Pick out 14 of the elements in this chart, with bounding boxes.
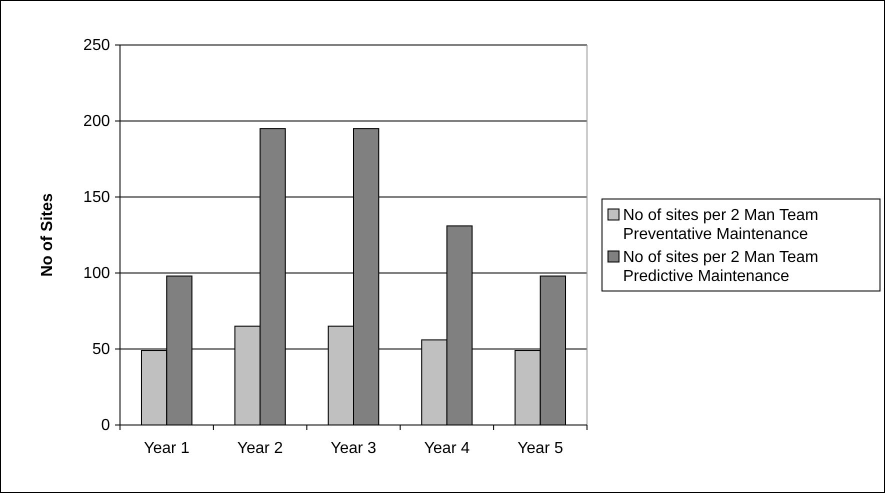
y-tick-label: 150 xyxy=(83,189,110,206)
y-tick-label: 200 xyxy=(83,113,110,130)
y-axis-title: No of Sites xyxy=(39,193,56,277)
x-tick-label: Year 4 xyxy=(424,440,470,457)
x-tick-label: Year 5 xyxy=(517,440,564,457)
x-tick-label: Year 2 xyxy=(237,440,284,457)
legend-label: No of sites per 2 Man Team Preventative Maintenance xyxy=(623,207,818,243)
y-tick-label: 100 xyxy=(83,265,110,282)
y-tick-label: 250 xyxy=(83,37,110,54)
x-tick-label: Year 3 xyxy=(330,440,376,457)
y-tick-label: 50 xyxy=(92,341,110,358)
y-tick-label: 0 xyxy=(101,417,110,434)
legend-label: No of sites per 2 Man Team Predictive Maintenance xyxy=(623,249,818,285)
x-tick-label: Year 1 xyxy=(144,440,190,457)
